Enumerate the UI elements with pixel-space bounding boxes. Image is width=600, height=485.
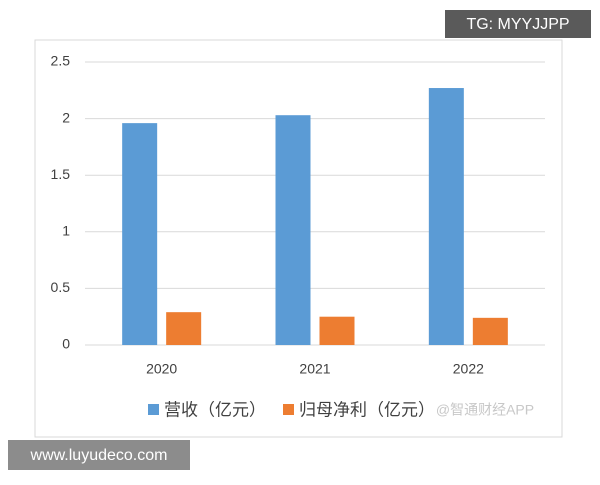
url-badge: [8, 440, 190, 470]
legend-label: 归母净利（亿元）: [299, 400, 435, 419]
bar: [166, 312, 202, 345]
bar: [472, 317, 508, 345]
tg-text: TG: MYYJJPP: [466, 16, 569, 33]
bar: [122, 123, 158, 346]
y-tick-label: 1.5: [51, 166, 71, 182]
x-tick-label: 2021: [299, 361, 330, 377]
y-tick-label: 2.5: [51, 53, 71, 69]
bar: [319, 316, 355, 345]
legend-label: 营收（亿元）: [164, 400, 266, 419]
x-tick-label: 2020: [146, 361, 177, 377]
x-tick-label: 2022: [453, 361, 484, 377]
y-tick-label: 2: [62, 109, 70, 125]
tg-badge: [445, 10, 591, 38]
y-tick-label: 0.5: [51, 279, 71, 295]
y-tick-label: 1: [62, 223, 70, 239]
legend-swatch: [283, 404, 294, 415]
source-watermark: @智通财经APP: [436, 402, 534, 418]
url-text: www.luyudeco.com: [30, 447, 168, 464]
bar: [275, 115, 311, 345]
y-tick-label: 0: [62, 336, 70, 352]
legend-swatch: [148, 404, 159, 415]
bar: [428, 88, 464, 345]
